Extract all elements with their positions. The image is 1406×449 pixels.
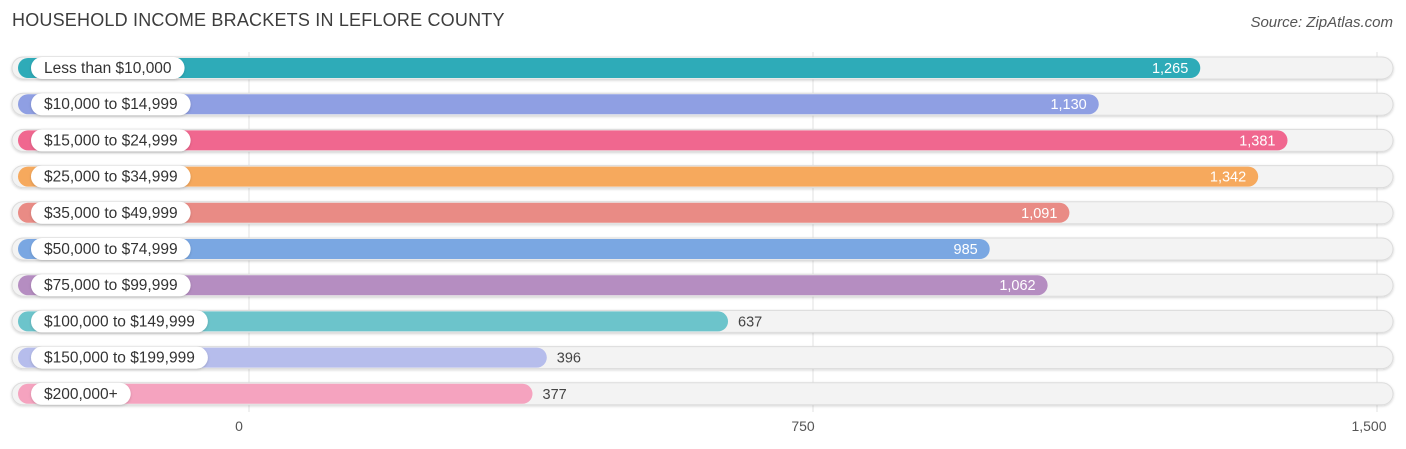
bar — [18, 58, 1201, 78]
category-label: $25,000 to $34,999 — [44, 169, 178, 186]
category-label-pill — [31, 93, 191, 116]
x-tick-label: 0 — [235, 418, 243, 434]
category-label: $10,000 to $14,999 — [44, 96, 178, 113]
value-label: 1,062 — [999, 278, 1035, 294]
chart-title: HOUSEHOLD INCOME BRACKETS IN LEFLORE COU… — [12, 10, 505, 30]
value-label: 1,342 — [1210, 170, 1246, 186]
bar — [18, 202, 1070, 223]
bar-row: Less than $10,000 1,265 — [11, 56, 1394, 80]
category-label-pill — [31, 310, 208, 333]
value-label: 637 — [738, 314, 762, 330]
bar-row: $75,000 to $99,999 1,062 — [11, 273, 1394, 297]
bar-row: $10,000 to $14,999 1,130 — [11, 92, 1394, 116]
bar-row: $25,000 to $34,999 1,342 — [11, 165, 1394, 189]
value-label: 985 — [954, 242, 978, 258]
category-label: $100,000 to $149,999 — [44, 313, 195, 330]
bar-row: $200,000+ 377 — [11, 382, 1394, 406]
bar — [18, 166, 1259, 187]
category-label-pill — [31, 382, 131, 405]
category-label: Less than $10,000 — [44, 60, 172, 77]
bar — [18, 239, 990, 259]
x-tick-label: 750 — [791, 418, 815, 434]
category-label-pill — [31, 129, 191, 152]
value-label: 1,381 — [1239, 133, 1275, 149]
category-label: $150,000 to $199,999 — [44, 350, 195, 367]
value-label: 377 — [543, 387, 567, 403]
value-label: 1,265 — [1152, 61, 1188, 77]
value-label: 1,130 — [1050, 97, 1086, 113]
category-label: $200,000+ — [44, 386, 118, 403]
bar — [18, 130, 1288, 151]
bar-row: $35,000 to $49,999 1,091 — [11, 201, 1394, 225]
category-label: $15,000 to $24,999 — [44, 132, 178, 149]
bar-row: $100,000 to $149,999 637 — [11, 309, 1394, 333]
bar — [18, 94, 1099, 115]
value-label: 396 — [557, 351, 581, 367]
x-tick-label: 1,500 — [1351, 418, 1386, 434]
bar — [18, 275, 1048, 296]
category-label-pill — [31, 165, 191, 188]
bar-row: $150,000 to $199,999 396 — [11, 346, 1394, 370]
category-label: $75,000 to $99,999 — [44, 277, 178, 294]
bars: Less than $10,000 1,265 $10,000 to $14,999… — [11, 56, 1394, 406]
bar — [18, 383, 533, 404]
category-label: $35,000 to $49,999 — [44, 205, 178, 222]
category-label-pill — [31, 201, 191, 224]
category-label-pill — [31, 274, 191, 297]
category-label-pill — [31, 238, 191, 260]
value-label: 1,091 — [1021, 206, 1057, 222]
category-label-pill — [31, 57, 185, 79]
bar-row: $50,000 to $74,999 985 — [11, 237, 1394, 261]
category-label: $50,000 to $74,999 — [44, 241, 178, 258]
chart-source: Source: ZipAtlas.com — [1250, 14, 1393, 31]
bar-row: $15,000 to $24,999 1,381 — [11, 128, 1394, 152]
category-label-pill — [31, 346, 208, 369]
x-axis: 0 750 1,500 — [235, 418, 1387, 434]
